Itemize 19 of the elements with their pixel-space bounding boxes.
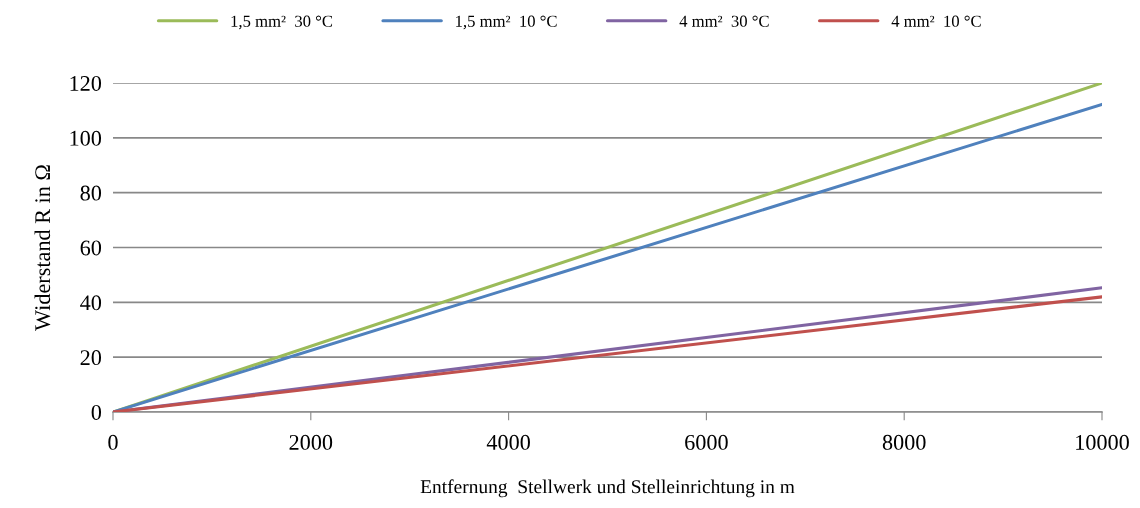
x-tick-label: 2000: [289, 434, 333, 450]
x-tick-label: 0: [108, 434, 118, 450]
y-tick-label: 20: [80, 350, 102, 366]
x-tick-label: 4000: [486, 434, 530, 450]
legend-label: 4 mm² 30 °C: [679, 15, 769, 27]
legend-label: 4 mm² 10 °C: [891, 15, 981, 27]
x-tick-label: 6000: [685, 434, 728, 450]
x-tick-label: 8000: [882, 434, 926, 450]
y-tick-label: 120: [70, 75, 102, 91]
x-tick-label: 10000: [1076, 434, 1129, 450]
legend-label: 1,5 mm² 10 °C: [456, 15, 557, 30]
legend-label: 1,5 mm² 30 °C: [231, 15, 333, 30]
y-axis-title: Widerstand R in Ω: [34, 165, 51, 331]
x-axis-title: Entfernung Stellwerk und Stelleinrichtung in m: [420, 479, 795, 498]
y-tick-label: 0: [91, 404, 102, 420]
y-tick-label: 60: [80, 240, 102, 256]
y-tick-label: 40: [80, 295, 102, 311]
y-tick-label: 100: [70, 130, 102, 146]
y-tick-label: 80: [80, 185, 102, 201]
